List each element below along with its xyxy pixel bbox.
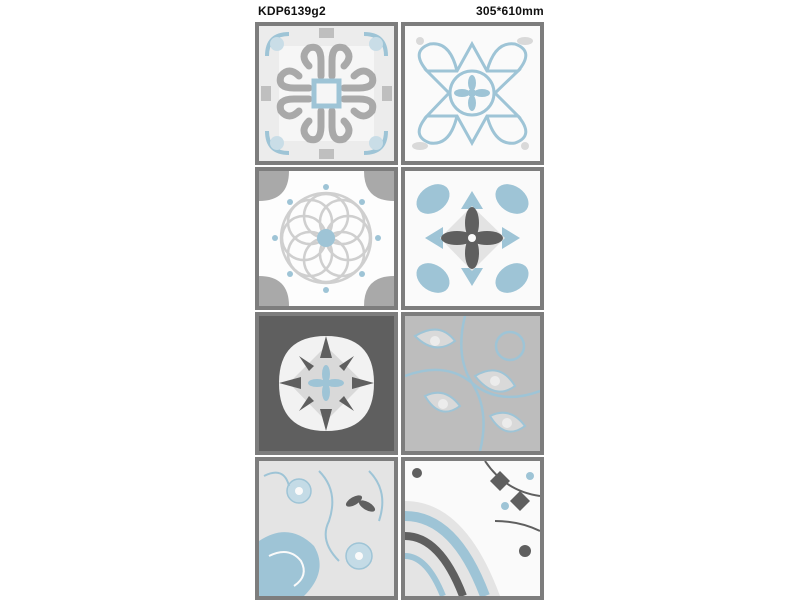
- tile-pattern-2: [405, 26, 540, 161]
- tile-pattern-7: [259, 461, 394, 596]
- tile-damask-corner: [401, 457, 544, 600]
- tile-petal-cross: [401, 167, 544, 310]
- tile-pattern-5: [259, 316, 394, 451]
- tile-pattern-8: [405, 461, 540, 596]
- tile-pattern-4: [405, 171, 540, 306]
- tile-scroll-quatrefoil: [255, 22, 398, 165]
- tile-pattern-6: [405, 316, 540, 451]
- tile-pattern-3: [259, 171, 394, 306]
- tile-floral-blue: [255, 457, 398, 600]
- tile-star-loop: [401, 22, 544, 165]
- tile-pattern-1: [259, 26, 394, 161]
- tile-dark-corner-star: [255, 312, 398, 455]
- tile-circle-rosette: [255, 167, 398, 310]
- tile-floral-gray: [401, 312, 544, 455]
- tile-dimensions: 305*610mm: [476, 4, 544, 18]
- product-code: KDP6139g2: [258, 4, 326, 18]
